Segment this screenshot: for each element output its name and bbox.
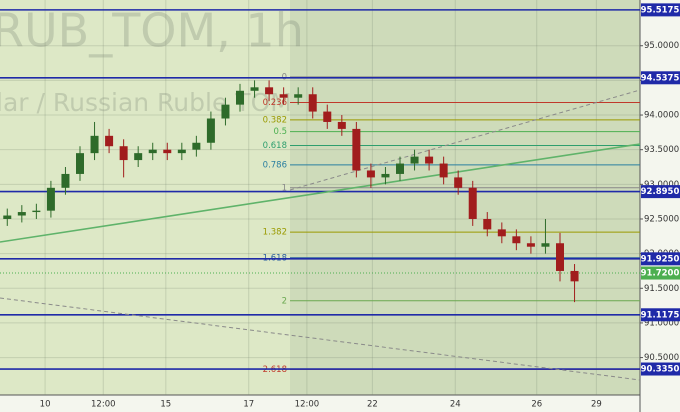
candle-body xyxy=(410,156,419,164)
candle-body xyxy=(308,94,317,112)
fib-label: 0.382 xyxy=(263,115,287,125)
y-tick-label: 91.0000 xyxy=(644,318,679,328)
y-tick-label: 95.0000 xyxy=(644,41,679,51)
x-tick-label: 12:00 xyxy=(91,400,116,410)
price-tag-label: 94.5375 xyxy=(641,73,680,83)
candle-body xyxy=(134,153,143,161)
candle-body xyxy=(352,128,361,171)
candle-body xyxy=(265,87,274,95)
candle-body xyxy=(76,153,84,174)
candle-body xyxy=(177,149,186,154)
candle-body xyxy=(337,121,346,129)
candle-body xyxy=(90,135,99,154)
price-tag-label: 91.1175 xyxy=(641,310,680,320)
plot-background xyxy=(0,0,640,395)
candle-body xyxy=(323,111,332,122)
price-tag-label: 95.5175 xyxy=(641,5,680,15)
candle-body xyxy=(105,135,114,147)
fib-label: 0.5 xyxy=(273,127,287,137)
fib-label: 0.236 xyxy=(263,98,287,108)
candle-body xyxy=(570,270,579,282)
watermark-title: RUB_TOM, 1h xyxy=(0,4,304,58)
candle-body xyxy=(46,187,55,211)
candle-body xyxy=(61,173,70,188)
fib-label: 1 xyxy=(282,183,287,193)
candle-body xyxy=(119,146,128,161)
candle-body xyxy=(468,187,477,219)
watermark-subtitle: lar / Russian Ruble TOM xyxy=(0,88,292,117)
candle-body xyxy=(294,94,303,98)
y-axis-background xyxy=(640,0,680,412)
candle-body xyxy=(483,218,492,230)
candle-body xyxy=(366,170,375,178)
x-tick-label: 26 xyxy=(531,400,542,410)
x-axis-background xyxy=(0,395,640,412)
price-tag xyxy=(641,3,680,17)
x-tick-label: 17 xyxy=(243,400,254,410)
price-tag-label: 91.9250 xyxy=(641,254,680,264)
candle-body xyxy=(206,118,215,143)
candle-body xyxy=(17,212,26,216)
candle-body xyxy=(381,173,390,178)
x-tick-label: 22 xyxy=(367,400,378,410)
candle-body xyxy=(221,104,230,119)
price-tag-label: 92.8950 xyxy=(641,187,680,197)
price-tag xyxy=(641,308,680,322)
candle-body xyxy=(439,163,448,178)
x-tick-label: 15 xyxy=(160,400,171,410)
candle-body xyxy=(148,149,157,154)
x-tick-label: 12:00 xyxy=(295,400,320,410)
trend-line-dashed xyxy=(289,89,641,191)
candle-body xyxy=(236,90,244,105)
x-tick-label: 10 xyxy=(40,400,51,410)
fib-label: 0.618 xyxy=(263,141,287,151)
fib-label: 2 xyxy=(282,296,287,306)
trend-line-dashed xyxy=(0,297,641,381)
candle-body xyxy=(526,243,535,247)
last-price-label: 91.7200 xyxy=(641,269,680,279)
candle-body xyxy=(556,243,564,271)
candle-body xyxy=(425,156,434,164)
candle-body xyxy=(192,142,201,150)
candle-body xyxy=(279,94,288,98)
candle-body xyxy=(497,229,506,237)
y-tick-label: 90.5000 xyxy=(644,353,679,363)
fib-label: 2.618 xyxy=(263,365,287,375)
y-tick-label: 91.5000 xyxy=(644,284,679,294)
price-tag-label: 90.3350 xyxy=(641,365,680,375)
x-tick-label: 24 xyxy=(450,400,461,410)
candle-body xyxy=(32,210,41,213)
candle-body xyxy=(454,177,463,188)
fib-label: 0.786 xyxy=(263,160,287,170)
trend-line xyxy=(0,143,641,243)
candle-body xyxy=(250,87,259,91)
price-tag xyxy=(641,252,680,266)
fib-label: 1.382 xyxy=(263,228,287,238)
y-tick-label: 93.0000 xyxy=(644,180,679,190)
x-tick-label: 29 xyxy=(591,400,602,410)
price-tag xyxy=(641,185,680,199)
y-tick-label: 94.0000 xyxy=(644,111,679,121)
fib-shade xyxy=(290,0,640,395)
price-tag xyxy=(641,362,680,376)
candle-body xyxy=(512,236,521,244)
candle-body xyxy=(3,215,12,219)
candle-body xyxy=(396,163,404,174)
y-tick-label: 92.5000 xyxy=(644,214,679,224)
last-price-tag xyxy=(641,266,680,280)
candle-body xyxy=(541,243,550,247)
y-tick-label: 93.5000 xyxy=(644,145,679,155)
price-tag xyxy=(641,71,680,85)
candle-body xyxy=(163,149,172,154)
